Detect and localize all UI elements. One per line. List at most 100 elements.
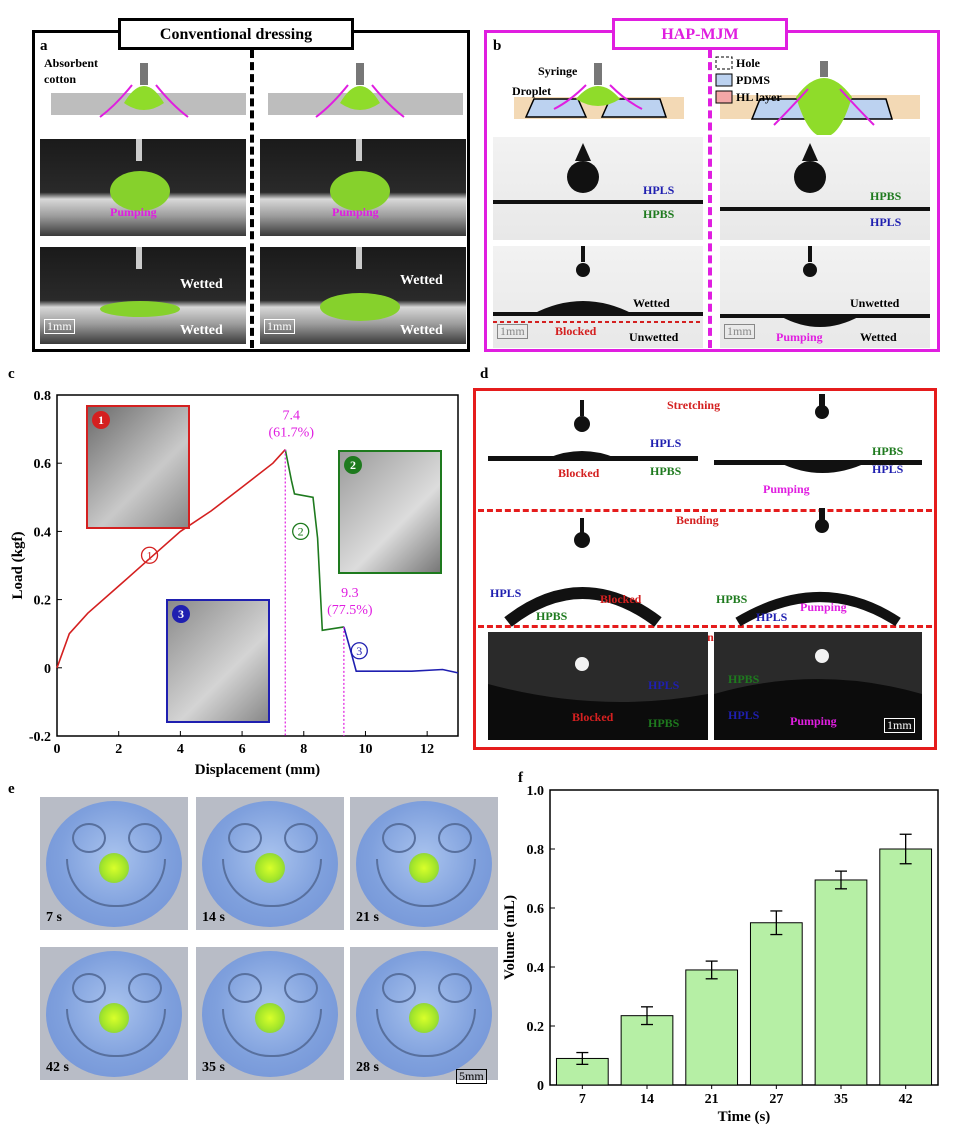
chart-c-annotation: 9.3 [341, 586, 359, 601]
chart-c-xlabel: Displacement (mm) [195, 762, 320, 778]
dish-photo: 14 s [196, 797, 344, 930]
d-blocked-3: Blocked [572, 710, 614, 724]
d-hpbs-3: HPBS [536, 609, 568, 623]
chart-f: 0 0.2 0.4 0.6 0.8 1.0 7 14 21 27 35 42 Time (s) Volum… [502, 784, 939, 1125]
chart-f-bar [814, 879, 868, 1086]
panel-a-wetted-bottom-1: Wetted [180, 323, 223, 338]
panel-b-schematic [514, 56, 920, 135]
chart-c-ytick-label: 0 [44, 662, 51, 677]
chart-f-ytick-label: 0.6 [527, 902, 545, 917]
chart-c-ylabel: Load (kgf) [10, 532, 26, 600]
d-pumping-2: Pumping [800, 600, 847, 614]
dish-photo: 42 s [40, 947, 188, 1080]
panel-a-title: Conventional dressing [118, 18, 354, 50]
chart-f-xtick-label: 35 [834, 1092, 848, 1107]
dish-photo: 21 s [350, 797, 498, 930]
panel-a-wetted-top-2: Wetted [400, 273, 443, 288]
syringe-label: Syringe [538, 64, 578, 78]
dish-eye [382, 973, 416, 1003]
chart-c-segment-label: 1 [147, 548, 153, 562]
panel-a-pumping-1: Pumping [110, 205, 157, 219]
chart-c-segment-circle [292, 522, 310, 541]
chart-f-ytick-label: 0.8 [527, 843, 545, 858]
absorbent-label-2: cotton [44, 72, 76, 86]
chart-f-ytick-label: 1.0 [527, 784, 545, 799]
chart-f-ytick-label: 0.4 [527, 961, 545, 976]
panel-a-scale-2: 1mm [264, 319, 295, 334]
chart-f-ytick-label: 0.2 [527, 1020, 545, 1035]
dish-eye [284, 973, 318, 1003]
b-wetted-2: Wetted [860, 330, 897, 344]
d-hpls-5: HPLS [648, 678, 680, 692]
chart-c-annotation: (77.5%) [327, 603, 373, 618]
chart-f-bar [749, 922, 803, 1086]
chart-c-frame [56, 394, 459, 737]
chart-f-bar [879, 848, 933, 1086]
chart-f-ytick-label: 0 [537, 1079, 544, 1094]
chart-c-ytick-label: 0.4 [34, 525, 52, 540]
legend-hole: Hole [736, 56, 760, 70]
b-hpbs-2: HPBS [870, 189, 902, 203]
dish-eye [438, 823, 472, 853]
panel-b-divider [708, 50, 712, 348]
chart-c-ytick-label: 0.2 [34, 594, 52, 609]
chart-c-xtick-label: 8 [300, 742, 307, 757]
panel-a-letter: a [40, 38, 48, 54]
panel-d-drawing [488, 394, 922, 740]
b-blocked: Blocked [555, 324, 597, 338]
inset-2: 2 [338, 450, 442, 574]
chart-c-segment-label: 3 [356, 644, 362, 658]
dish-photo: 28 s [350, 947, 498, 1080]
chart-f-xtick-label: 14 [640, 1092, 654, 1107]
panel-b-photo-4: Unwetted Pumping Wetted 1mm [720, 246, 930, 348]
d-blocked-2: Blocked [600, 592, 642, 606]
d-scale: 1mm [884, 718, 915, 733]
dish-eye [72, 973, 106, 1003]
inset-2-badge: 2 [344, 456, 362, 474]
chart-c-series-line [56, 449, 286, 669]
d-hpls-6: HPLS [728, 708, 760, 722]
dish-time-label: 14 s [202, 910, 225, 925]
absorbent-label-1: Absorbent [44, 56, 99, 70]
chart-c-xtick-label: 10 [358, 742, 372, 757]
chart-c-ytick-label: 0.6 [34, 457, 52, 472]
d-row-bending: Bending [676, 513, 719, 527]
chart-c-ytick-label: -0.2 [29, 730, 51, 745]
chart-c-segment-circle [140, 546, 159, 564]
d-pumping-3: Pumping [790, 714, 837, 728]
dish-eye [128, 973, 162, 1003]
d-hpls-1: HPLS [650, 436, 682, 450]
chart-f-frame [549, 789, 939, 1086]
inset-3: 3 [166, 599, 270, 723]
b-scale-2: 1mm [724, 324, 755, 339]
dish-eye [228, 973, 262, 1003]
panel-a-photo-1: Pumping [40, 139, 246, 236]
panel-a-photo-4: Wetted Wetted 1mm [260, 247, 466, 344]
panel-b-photo-2: HPBS HPLS [720, 137, 930, 240]
panel-b-photo-3: Wetted Blocked Unwetted 1mm [493, 246, 703, 348]
chart-f-xtick-label: 7 [579, 1092, 586, 1107]
dish-photo: 35 s [196, 947, 344, 1080]
chart-f-xtick-label: 27 [769, 1092, 783, 1107]
chart-c-segment-circle [350, 642, 368, 660]
dish-time-label: 21 s [356, 910, 379, 925]
panel-a-photo-2: Pumping [260, 139, 466, 236]
panel-b-title: HAP-MJM [612, 18, 788, 50]
inset-1-badge: 1 [92, 411, 110, 429]
panel-b-letter: b [493, 38, 502, 54]
d-hpbs-2: HPBS [872, 444, 904, 458]
b-unwetted-2: Unwetted [850, 296, 900, 310]
chart-c-xtick-label: 0 [54, 742, 61, 757]
d-hpls-4: HPLS [756, 610, 788, 624]
chart-f-bar [620, 1015, 674, 1086]
dish-eye [128, 823, 162, 853]
dish-photo: 7 s [40, 797, 188, 930]
legend-pdms: PDMS [736, 73, 770, 87]
chart-c-xtick-label: 6 [239, 742, 246, 757]
chart-f-xtick-label: 42 [899, 1092, 913, 1107]
chart-f-xtick-label: 21 [705, 1092, 719, 1107]
inset-1: 1 [86, 405, 190, 529]
d-hpbs-5: HPBS [648, 716, 680, 730]
dish-eye [438, 973, 472, 1003]
